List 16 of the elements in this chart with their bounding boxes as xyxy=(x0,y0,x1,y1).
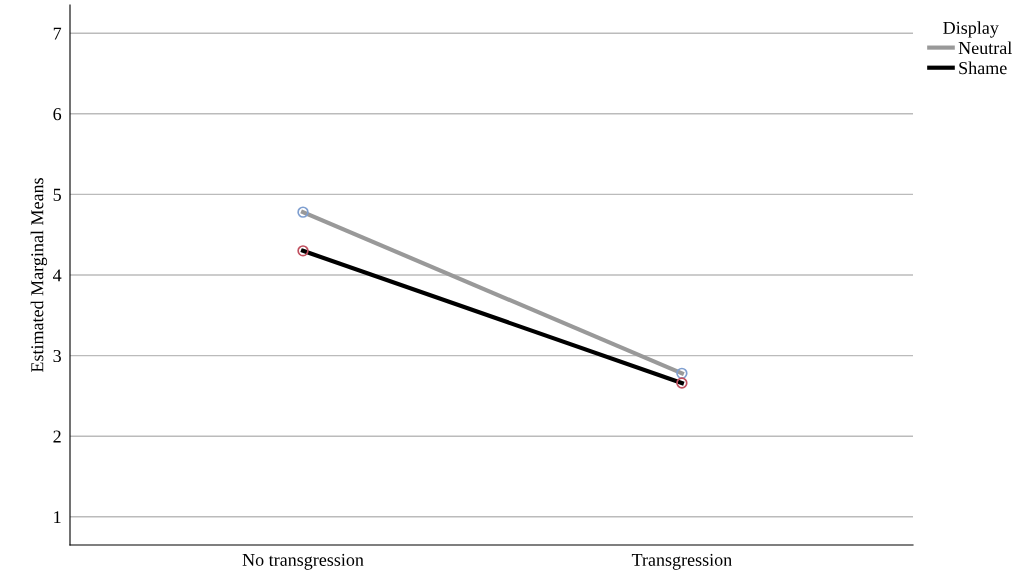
legend-title: Display xyxy=(943,21,999,38)
x-tick-label: No transgression xyxy=(242,553,364,570)
point xyxy=(676,377,688,389)
y-tick-label: 4 xyxy=(52,269,62,282)
y-tick-label: 5 xyxy=(53,188,61,201)
legend-label: Shame xyxy=(959,61,1007,75)
legend-label: Neutral xyxy=(958,41,1012,55)
x-tick-label: Transgression xyxy=(631,553,732,570)
y-tick-label: 7 xyxy=(53,27,62,40)
y-tick-label: 1 xyxy=(54,511,61,524)
y-tick-label: 6 xyxy=(53,108,62,121)
y-tick-label: 2 xyxy=(53,430,61,443)
y-axis-title: Estimated Marginal Means xyxy=(30,178,48,373)
y-tick-label: 3 xyxy=(53,349,61,363)
point xyxy=(297,206,309,218)
point xyxy=(297,245,309,257)
